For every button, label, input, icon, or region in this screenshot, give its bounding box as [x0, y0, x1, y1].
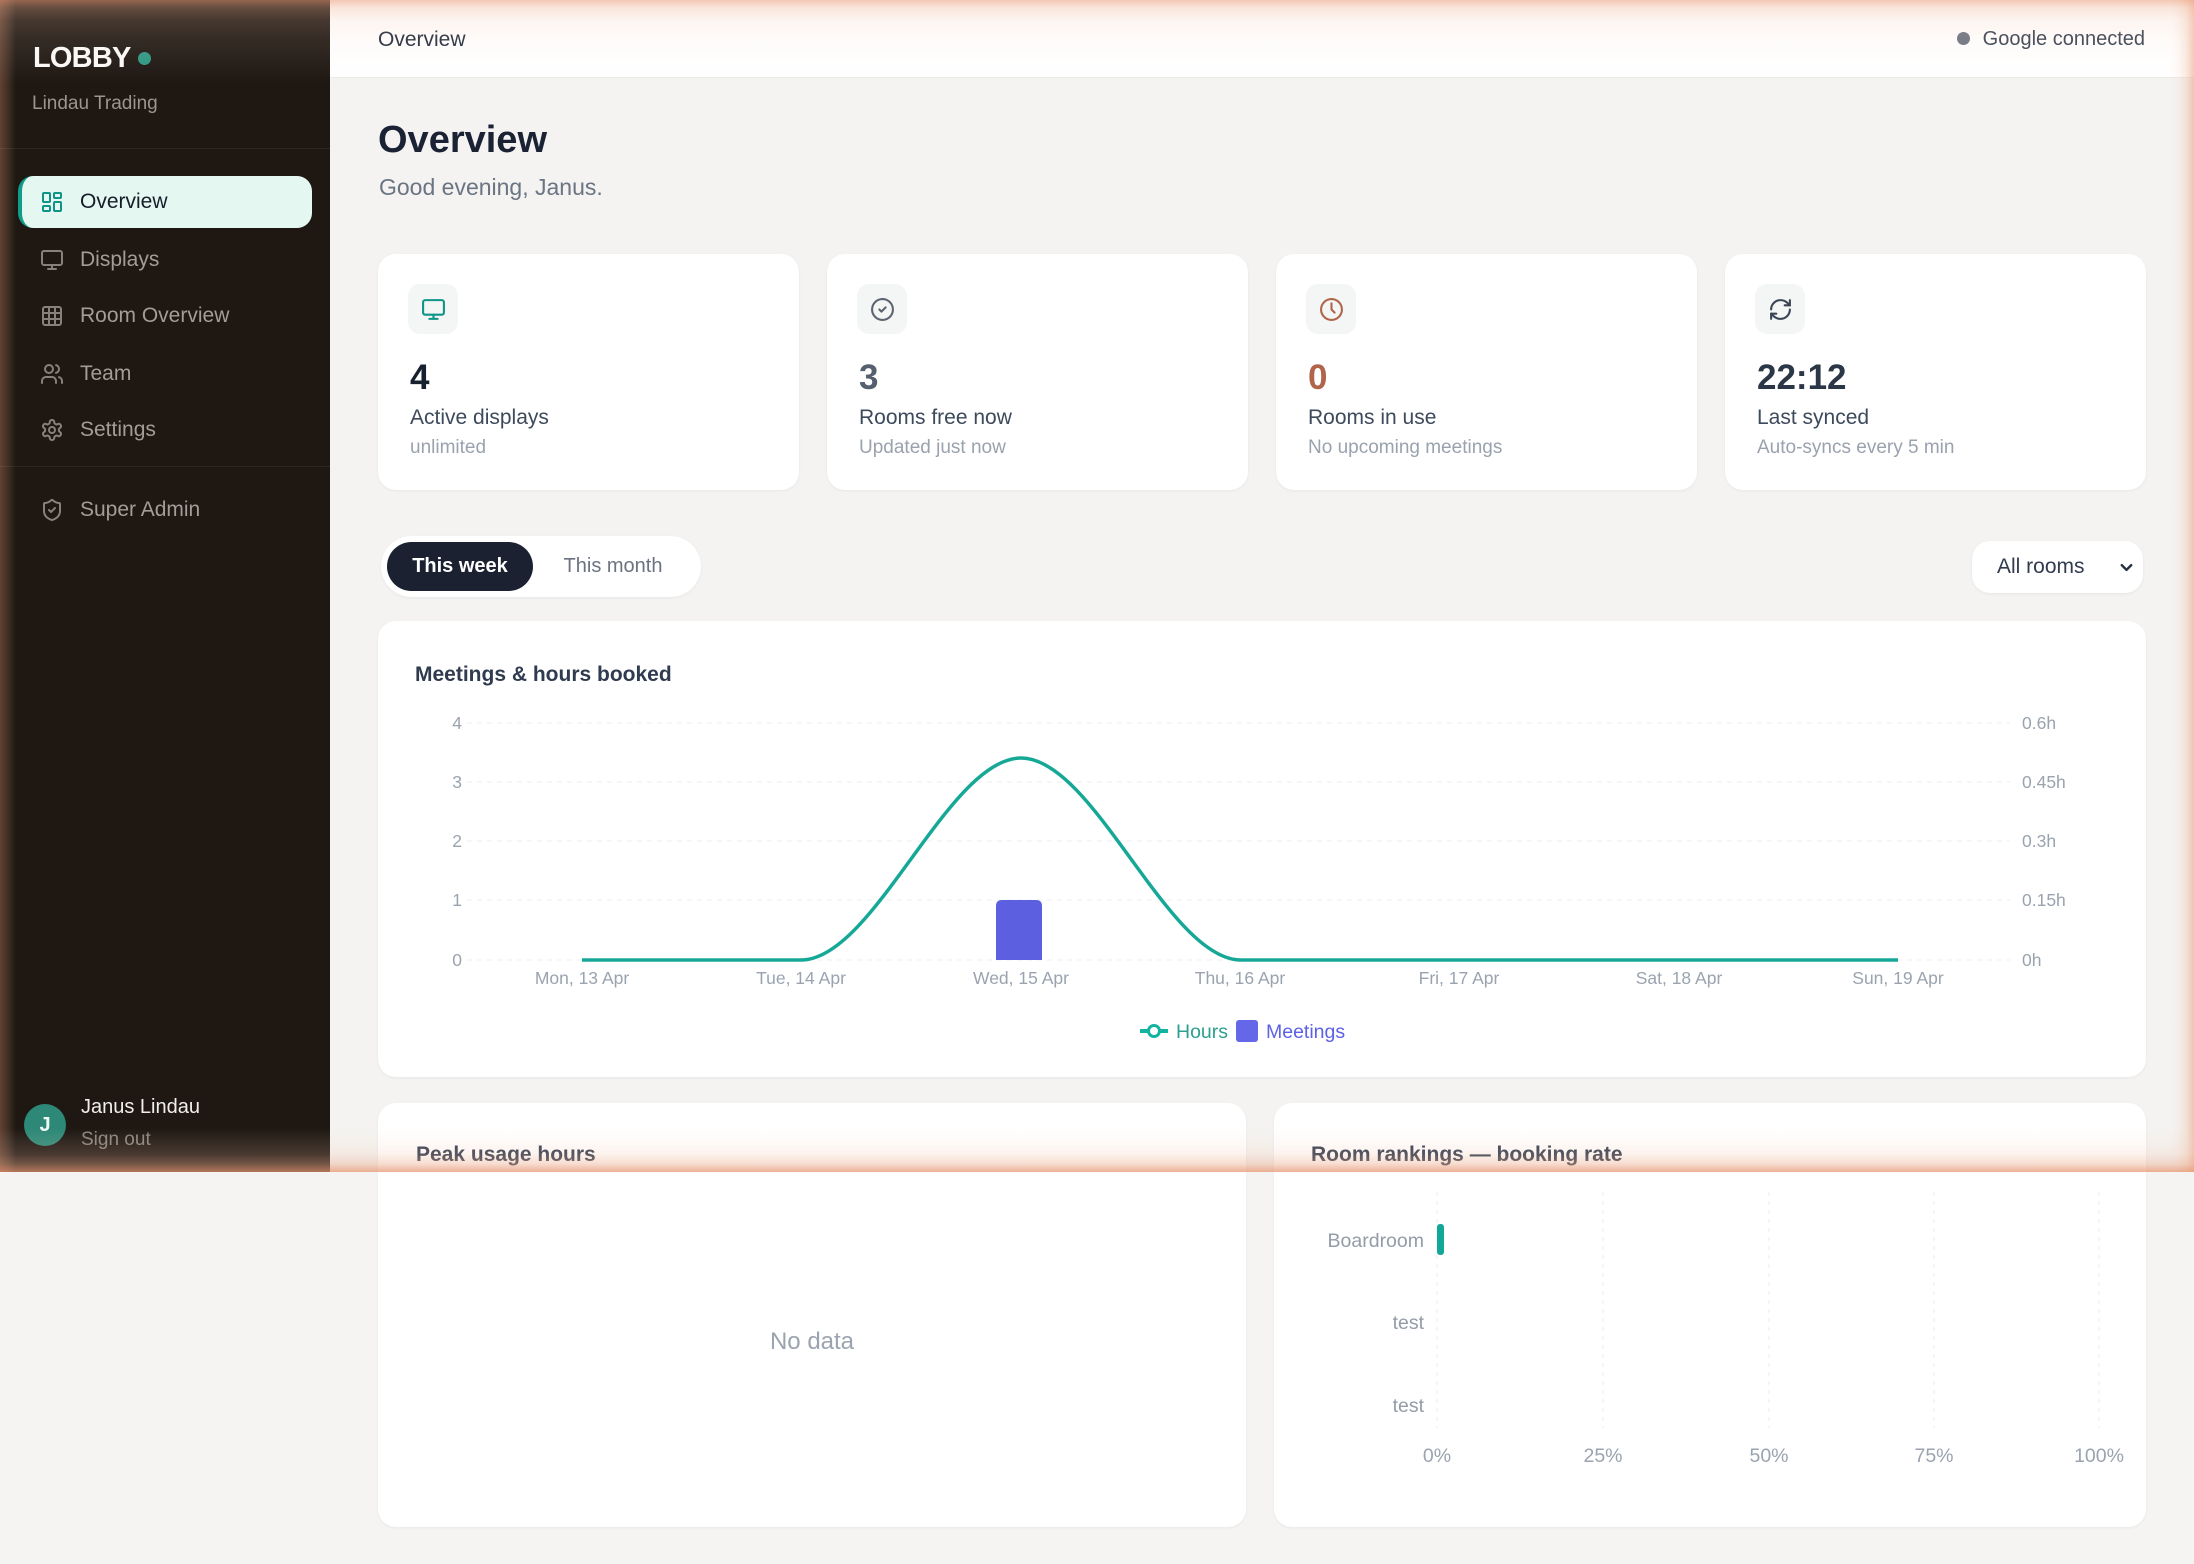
- svg-text:Boardroom: Boardroom: [1328, 1230, 1424, 1252]
- svg-text:Sat, 18 Apr: Sat, 18 Apr: [1636, 968, 1723, 988]
- svg-text:Hours: Hours: [1176, 1021, 1228, 1043]
- svg-text:0%: 0%: [1423, 1445, 1451, 1467]
- svg-text:2: 2: [452, 831, 462, 851]
- svg-text:Thu, 16 Apr: Thu, 16 Apr: [1195, 968, 1286, 988]
- svg-text:0h: 0h: [2022, 950, 2041, 970]
- svg-text:Mon, 13 Apr: Mon, 13 Apr: [535, 968, 630, 988]
- svg-text:Sun, 19 Apr: Sun, 19 Apr: [1852, 968, 1944, 988]
- svg-text:1: 1: [452, 890, 462, 910]
- svg-text:0: 0: [452, 950, 462, 970]
- svg-text:25%: 25%: [1583, 1445, 1622, 1467]
- svg-text:0.45h: 0.45h: [2022, 772, 2066, 792]
- svg-text:75%: 75%: [1914, 1445, 1953, 1467]
- svg-text:Wed, 15 Apr: Wed, 15 Apr: [973, 968, 1069, 988]
- svg-text:4: 4: [452, 713, 462, 733]
- svg-text:0.3h: 0.3h: [2022, 831, 2056, 851]
- svg-text:Fri, 17 Apr: Fri, 17 Apr: [1419, 968, 1500, 988]
- svg-text:0.6h: 0.6h: [2022, 713, 2056, 733]
- svg-text:test: test: [1393, 1395, 1425, 1417]
- svg-text:0.15h: 0.15h: [2022, 890, 2066, 910]
- svg-text:50%: 50%: [1749, 1445, 1788, 1467]
- svg-text:100%: 100%: [2074, 1445, 2124, 1467]
- svg-text:Tue, 14 Apr: Tue, 14 Apr: [756, 968, 846, 988]
- svg-text:Meetings: Meetings: [1266, 1021, 1345, 1043]
- svg-text:test: test: [1393, 1312, 1425, 1334]
- svg-text:3: 3: [452, 772, 462, 792]
